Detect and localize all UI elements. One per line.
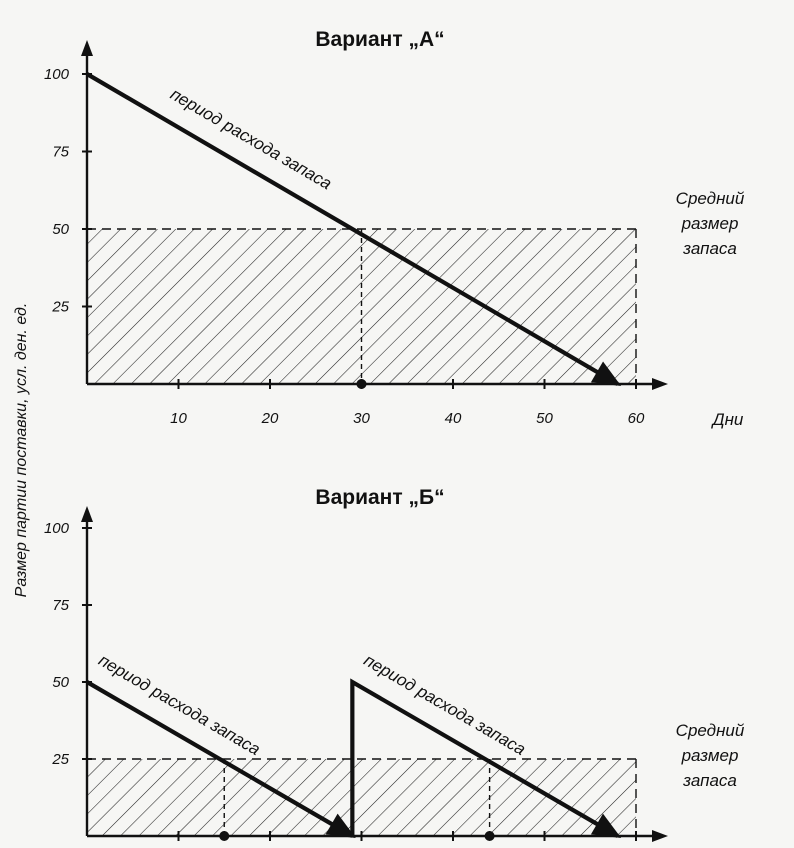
chart-variant-a: Вариант „А“ Средний размер запаса 25 50 75 100 1… [44, 28, 745, 429]
average-stock-label: Средний [676, 189, 745, 208]
y-tick-label: 75 [52, 597, 69, 614]
average-stock-label: размер [681, 214, 739, 233]
x-axis-arrow [652, 830, 668, 842]
chart-title: Вариант „А“ [315, 28, 444, 51]
y-axis-arrow [81, 506, 93, 522]
average-stock-label: размер [681, 746, 739, 765]
chart-variant-b: Вариант „Б“ Средний размер запаса 25 50 75 100 п… [44, 486, 745, 842]
y-tick-label: 100 [44, 66, 70, 83]
average-stock-label: запаса [682, 239, 737, 258]
series-arrowhead [325, 813, 356, 839]
segment-label: период расхода запаса [361, 651, 529, 759]
y-axis-arrow [81, 40, 93, 56]
x-tick-label: 20 [261, 410, 279, 427]
series-line [85, 72, 619, 386]
x-tick-label: 30 [353, 410, 370, 427]
x-axis-arrow [652, 378, 668, 390]
y-tick-label: 50 [52, 221, 69, 238]
segment-label: период расхода запаса [167, 84, 335, 193]
x-tick-label: 40 [445, 410, 462, 427]
x-marker-dot [356, 379, 367, 389]
x-marker-dot [219, 831, 230, 841]
y-tick-label: 100 [44, 520, 70, 537]
x-tick-label: 10 [170, 410, 187, 427]
y-tick-label: 75 [52, 144, 69, 161]
x-tick-label: 60 [628, 410, 645, 427]
y-axis-label: Размер партии поставки, усл. ден. ед. [13, 303, 30, 598]
average-stock-label: Средний [676, 721, 745, 740]
y-tick-label: 25 [51, 299, 69, 316]
series-line [85, 680, 354, 838]
x-axis-label: Дни [711, 410, 744, 429]
y-tick-label: 25 [51, 751, 69, 768]
average-stock-area [87, 229, 636, 384]
series-arrowhead [590, 813, 622, 839]
series-line [350, 678, 619, 838]
x-tick-label: 50 [536, 410, 553, 427]
average-stock-label: запаса [682, 771, 737, 790]
segment-label: период расхода запаса [95, 651, 263, 759]
series-arrowhead [590, 361, 622, 387]
average-stock-area [87, 759, 636, 836]
x-marker-dot [484, 831, 495, 841]
chart-title: Вариант „Б“ [315, 486, 444, 509]
y-tick-label: 50 [52, 674, 69, 691]
